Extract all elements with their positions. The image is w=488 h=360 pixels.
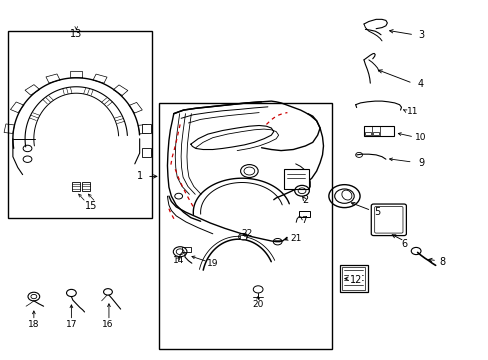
Text: 16: 16 [102,320,114,329]
Text: 7: 7 [301,216,306,225]
Bar [284,169,308,189]
Text: 5: 5 [373,207,380,217]
Text: 18: 18 [28,320,40,329]
Text: 2: 2 [302,195,308,205]
Text: 14: 14 [173,256,184,265]
Bar [339,265,367,292]
Bar [72,182,80,191]
Text: 17: 17 [65,320,77,329]
Bar [299,211,309,217]
Text: 12: 12 [349,275,361,285]
Bar [142,125,151,134]
Text: 8: 8 [438,257,444,267]
Bar [372,132,378,135]
Text: 13: 13 [70,29,82,39]
Text: 1: 1 [136,171,142,181]
Text: 6: 6 [401,239,407,249]
Bar [82,182,90,191]
Text: 9: 9 [417,158,423,168]
Text: 15: 15 [84,201,97,211]
Bar [341,267,365,290]
Text: 19: 19 [206,259,218,268]
Text: 3: 3 [417,30,423,40]
Text: 10: 10 [414,133,426,142]
Bar [365,132,370,135]
Bar [159,103,331,348]
Text: 20: 20 [252,300,264,309]
Bar [8,31,152,218]
Bar [363,126,393,136]
Ellipse shape [341,190,351,200]
Text: 11: 11 [406,107,418,116]
FancyBboxPatch shape [374,207,402,233]
Text: 21: 21 [289,234,301,243]
Text: 4: 4 [417,79,423,89]
Bar [239,234,246,239]
Bar [142,148,151,157]
FancyBboxPatch shape [370,204,406,235]
Text: 22: 22 [241,229,252,238]
Bar [182,247,190,252]
